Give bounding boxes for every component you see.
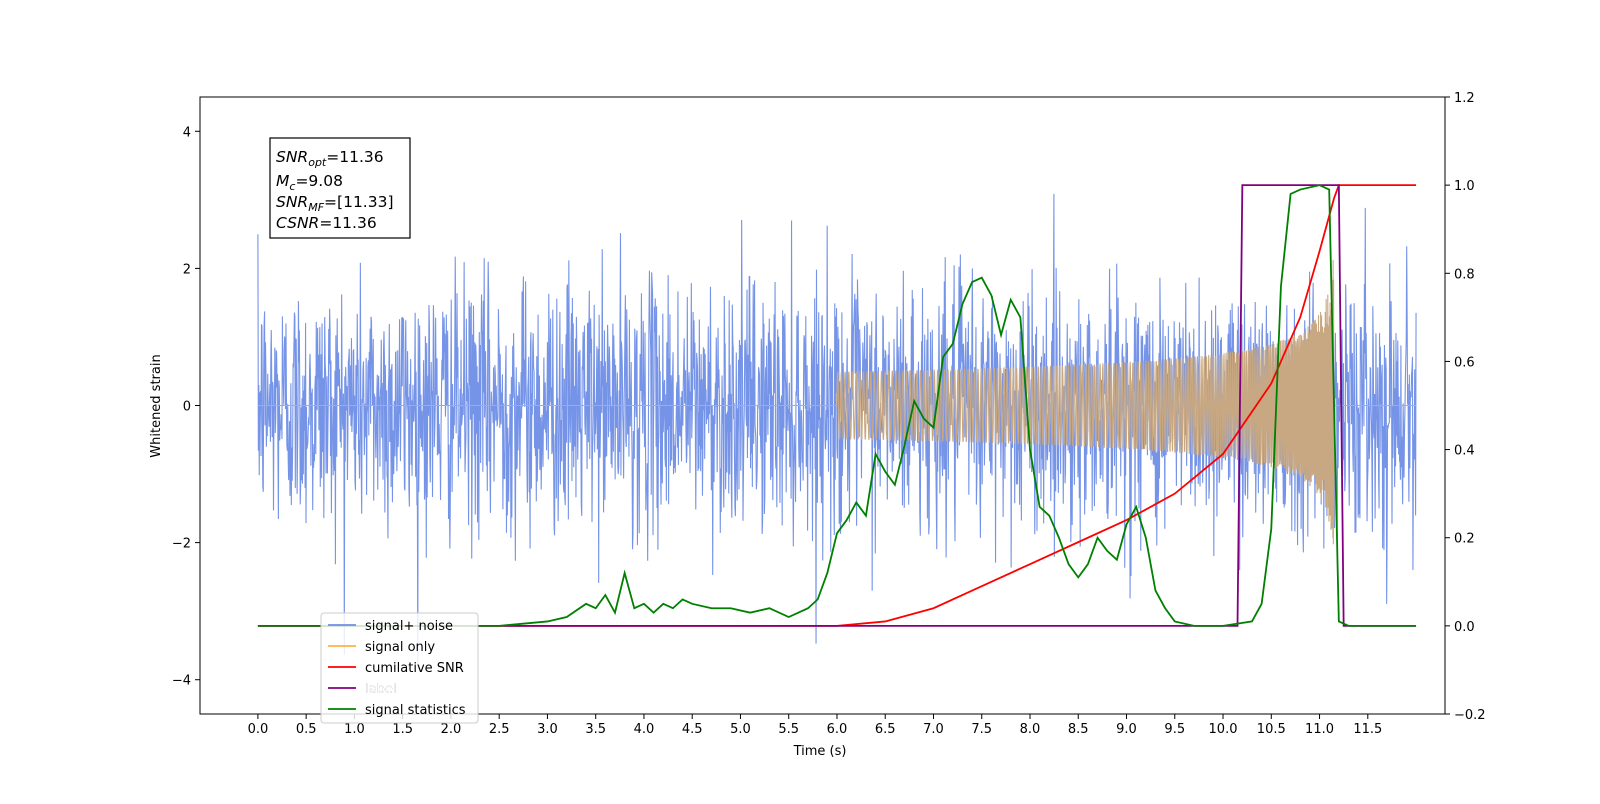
y-right-tick-label: 0.4 — [1454, 444, 1475, 459]
legend-label-label: label — [365, 682, 396, 697]
x-tick-label: 8.0 — [1020, 722, 1041, 737]
legend-label-label-only: label only — [365, 682, 428, 697]
plot-layer — [257, 184, 1417, 665]
snr-opt-annotation: SNRopt=11.36 — [276, 148, 384, 169]
x-tick-label: 5.0 — [730, 722, 751, 737]
axes-layer: 0.0 0.5 1.0 1.5 2.0 2.5 3.0 3.5 4.0 4.5 5.0 5.5 6.0 6… — [172, 91, 1486, 737]
x-axis-label: Time (s) — [793, 744, 847, 759]
x-tick-label: 0.5 — [296, 722, 317, 737]
y-right-tick-label: 0.8 — [1454, 267, 1475, 282]
y-left-tick-label: 2 — [183, 262, 191, 277]
x-tick-label: 3.5 — [585, 722, 606, 737]
x-tick-label: 10.0 — [1209, 722, 1238, 737]
series-cumulative-snr — [257, 184, 1417, 627]
y-left-tick-label: −2 — [172, 537, 191, 552]
x-tick-label: 1.5 — [392, 722, 413, 737]
snr-mf-annotation: SNRMF=[11.33] — [276, 193, 394, 214]
x-tick-label: 6.5 — [875, 722, 896, 737]
legend-label-cumulative-snr: cumilative SNR — [365, 661, 464, 676]
x-tick-label: 4.0 — [634, 722, 655, 737]
legend-label-signal-only: signal only — [365, 640, 435, 655]
mc-annotation: Mc=9.08 — [276, 172, 343, 193]
x-tick-label: 5.5 — [778, 722, 799, 737]
y-left-tick-label: −4 — [172, 674, 191, 689]
csnr-annotation: CSNR=11.36 — [276, 214, 377, 232]
x-tick-label: 9.0 — [1116, 722, 1137, 737]
info-annotation-box: SNRopt=11.36 Mc=9.08 SNRMF=[11.33] CSNR=… — [269, 137, 411, 239]
x-tick-label: 7.0 — [923, 722, 944, 737]
x-tick-label: 9.5 — [1164, 722, 1185, 737]
x-tick-label: 11.0 — [1305, 722, 1334, 737]
x-tick-label: 3.0 — [537, 722, 558, 737]
y-right-tick-label: 0.2 — [1454, 532, 1475, 547]
y-axis-label: Whitened strain — [149, 354, 164, 457]
y-right-tick-label: 1.0 — [1454, 179, 1475, 194]
x-tick-label: 4.5 — [682, 722, 703, 737]
x-tick-label: 1.0 — [344, 722, 365, 737]
series-signal-statistics — [257, 184, 1417, 627]
y-left-tick-label: 0 — [183, 400, 191, 415]
x-tick-label: 8.5 — [1068, 722, 1089, 737]
legend: signal+ noise signal only cumilative SNR… — [320, 612, 479, 724]
x-tick-label: 7.5 — [971, 722, 992, 737]
x-tick-label: 2.0 — [441, 722, 462, 737]
y-left-tick-label: 4 — [183, 125, 191, 140]
x-tick-label: 6.0 — [827, 722, 848, 737]
y-right-tick-label: 0.0 — [1454, 620, 1475, 635]
x-tick-label: 0.0 — [248, 722, 269, 737]
x-tick-label: 2.5 — [489, 722, 510, 737]
legend-label-signal-statistics: signal statistics — [365, 703, 466, 718]
y-right-tick-label: −0.2 — [1454, 708, 1486, 723]
y-right-tick-label: 1.2 — [1454, 91, 1475, 106]
legend-label-signal-noise: signal+ noise — [365, 619, 453, 634]
y-right-tick-label: 0.6 — [1454, 355, 1475, 370]
x-tick-label: 11.5 — [1353, 722, 1382, 737]
x-tick-label: 10.5 — [1257, 722, 1286, 737]
